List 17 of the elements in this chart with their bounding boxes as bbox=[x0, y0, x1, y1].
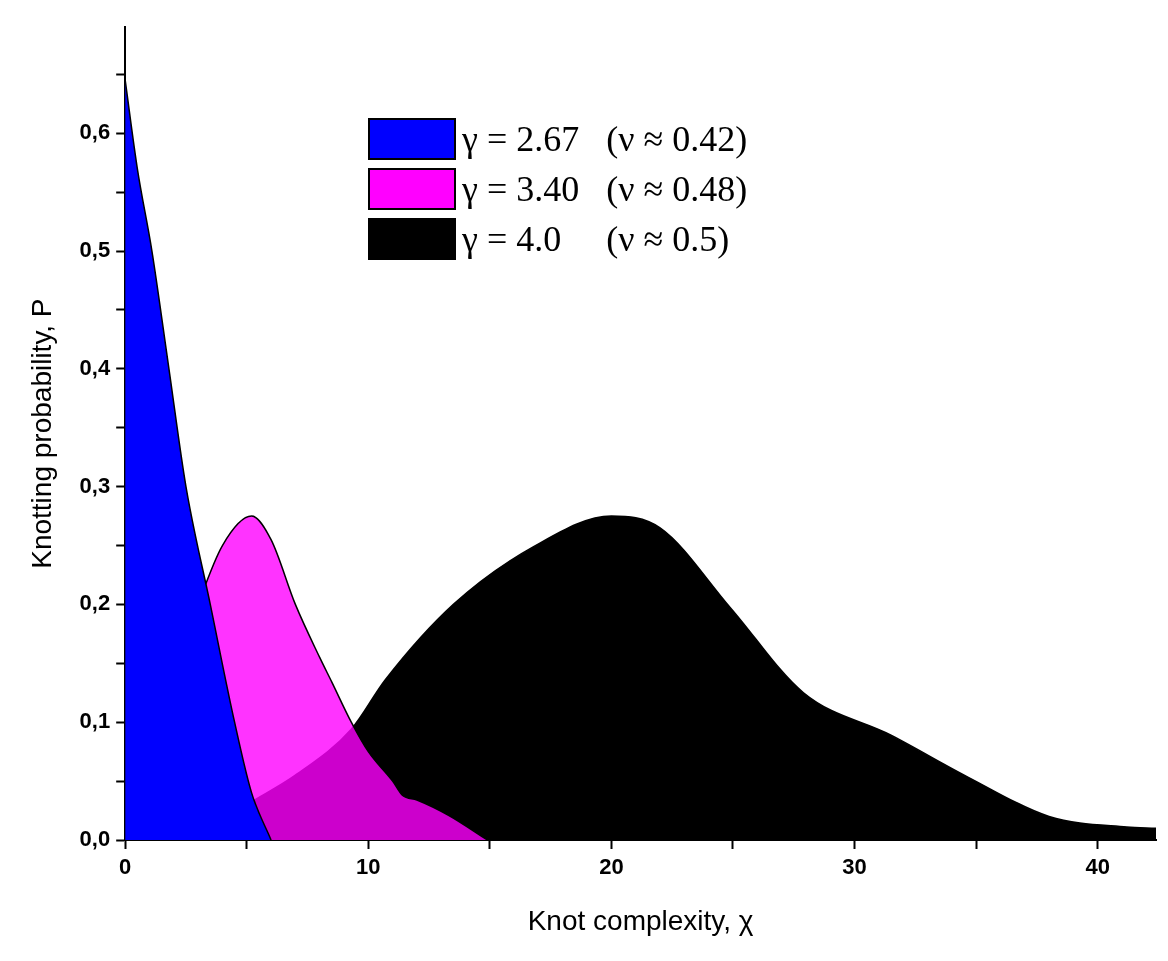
legend-label: γ = 4.0 (ν ≈ 0.5) bbox=[462, 218, 730, 260]
y-tick-label: 0,3 bbox=[79, 472, 111, 498]
y-tick-label: 0,4 bbox=[79, 354, 111, 380]
y-tick-label: 0,5 bbox=[79, 237, 111, 263]
x-tick-label: 40 bbox=[1085, 854, 1110, 880]
legend-label: γ = 2.67 (ν ≈ 0.42) bbox=[462, 118, 748, 160]
x-axis-title: Knot complexity, χ bbox=[527, 904, 754, 936]
y-tick-label: 0,6 bbox=[79, 119, 111, 145]
y-tick-label: 0,2 bbox=[79, 590, 111, 616]
y-axis-title: Knotting probability, P bbox=[25, 298, 57, 569]
y-tick-label: 0,0 bbox=[79, 826, 111, 852]
y-tick-label: 0,1 bbox=[79, 708, 111, 734]
x-tick-label: 30 bbox=[842, 854, 867, 880]
x-tick-label: 20 bbox=[599, 854, 624, 880]
x-tick-label: 10 bbox=[356, 854, 381, 880]
x-tick-label: 0 bbox=[119, 854, 132, 880]
legend-label: γ = 3.40 (ν ≈ 0.48) bbox=[462, 168, 748, 210]
